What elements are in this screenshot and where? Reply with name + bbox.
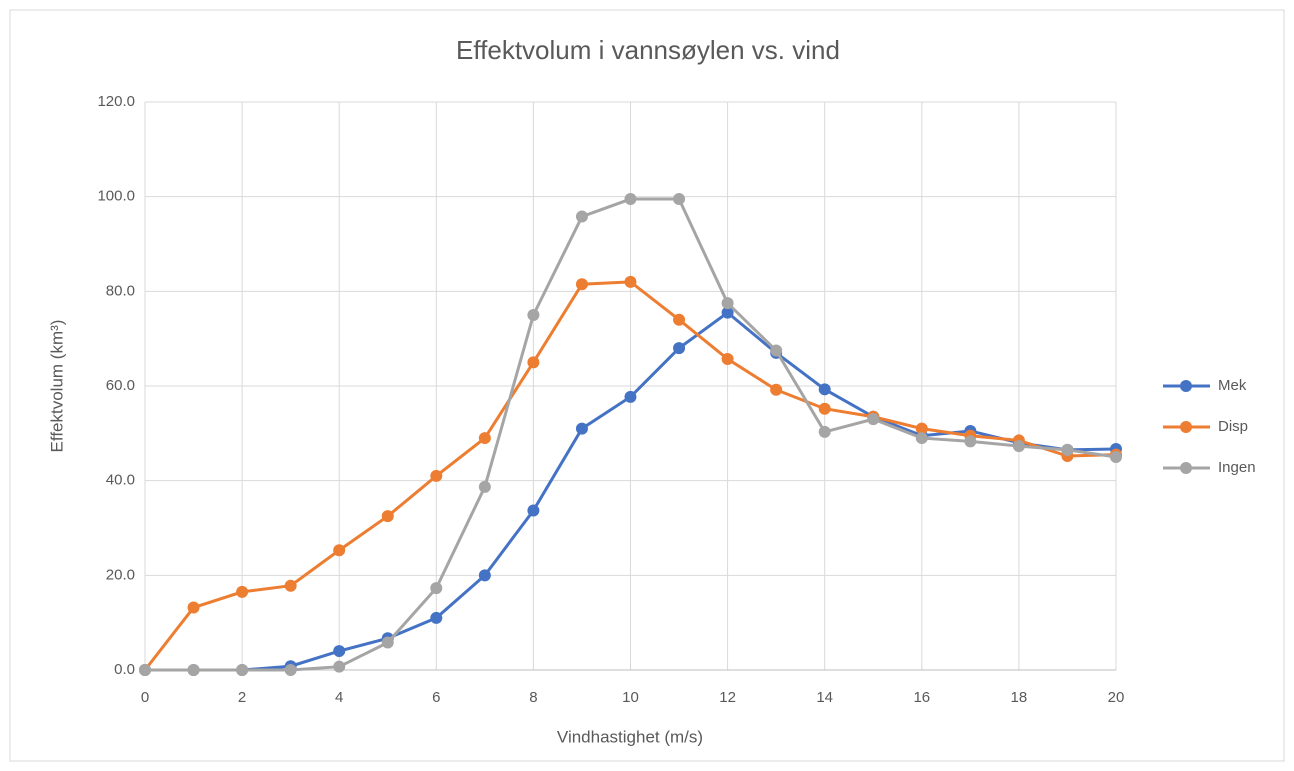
data-point: [575, 422, 588, 435]
y-tick-label: 0.0: [114, 661, 135, 678]
data-point: [770, 344, 783, 357]
data-point: [478, 432, 491, 445]
data-point: [430, 469, 443, 482]
data-point: [284, 579, 297, 592]
data-point: [915, 422, 928, 435]
x-tick-label: 10: [622, 689, 639, 706]
data-point: [721, 306, 734, 319]
x-tick-label: 18: [1011, 689, 1028, 706]
data-point: [721, 297, 734, 310]
data-point: [333, 544, 346, 557]
y-tick-label: 120.0: [97, 93, 135, 110]
data-point: [624, 193, 637, 206]
data-point: [381, 636, 394, 649]
legend-label: Ingen: [1218, 459, 1256, 476]
legend-marker: [1180, 421, 1192, 433]
data-point: [964, 435, 977, 448]
x-tick-label: 4: [335, 689, 343, 706]
data-point: [1012, 440, 1025, 453]
x-tick-label: 0: [141, 689, 149, 706]
data-point: [673, 193, 686, 206]
data-point: [527, 356, 540, 369]
x-tick-label: 16: [913, 689, 930, 706]
data-point: [430, 582, 443, 595]
data-point: [624, 390, 637, 403]
data-point: [478, 569, 491, 582]
data-point: [867, 413, 880, 426]
data-point: [236, 664, 249, 676]
data-point: [333, 645, 346, 658]
data-point: [818, 425, 831, 438]
y-tick-label: 40.0: [106, 472, 135, 489]
legend-label: Disp: [1218, 418, 1248, 435]
legend-marker: [1180, 380, 1192, 392]
data-point: [236, 585, 249, 598]
data-point: [139, 664, 151, 676]
x-tick-label: 6: [432, 689, 440, 706]
data-point: [721, 353, 734, 366]
data-point: [575, 278, 588, 291]
y-tick-label: 100.0: [97, 188, 135, 205]
y-axis-label: Effektvolum (km³): [47, 320, 66, 453]
data-point: [915, 432, 928, 445]
data-point: [818, 402, 831, 415]
x-axis-label: Vindhastighet (m/s): [557, 727, 703, 746]
legend-label: Mek: [1218, 377, 1247, 394]
y-tick-label: 80.0: [106, 282, 135, 299]
data-point: [624, 275, 637, 288]
data-point: [770, 383, 783, 396]
data-point: [818, 383, 831, 396]
x-tick-label: 20: [1108, 689, 1125, 706]
x-tick-label: 8: [529, 689, 537, 706]
x-tick-label: 14: [816, 689, 833, 706]
y-tick-label: 60.0: [106, 377, 135, 394]
data-point: [478, 480, 491, 493]
data-point: [527, 309, 540, 321]
data-point: [381, 510, 394, 523]
data-point: [575, 210, 588, 223]
x-tick-label: 2: [238, 689, 246, 706]
y-tick-label: 20.0: [106, 566, 135, 583]
data-point: [430, 611, 443, 624]
chart-title: Effektvolum i vannsøylen vs. vind: [456, 35, 840, 65]
x-tick-label: 12: [719, 689, 736, 706]
data-point: [673, 313, 686, 326]
data-point: [673, 342, 686, 355]
data-point: [1110, 451, 1122, 463]
data-point: [527, 504, 540, 517]
data-point: [333, 660, 346, 673]
data-point: [187, 601, 200, 614]
data-point: [284, 664, 297, 676]
data-point: [187, 664, 200, 676]
legend-marker: [1180, 462, 1192, 474]
data-point: [1061, 443, 1074, 456]
